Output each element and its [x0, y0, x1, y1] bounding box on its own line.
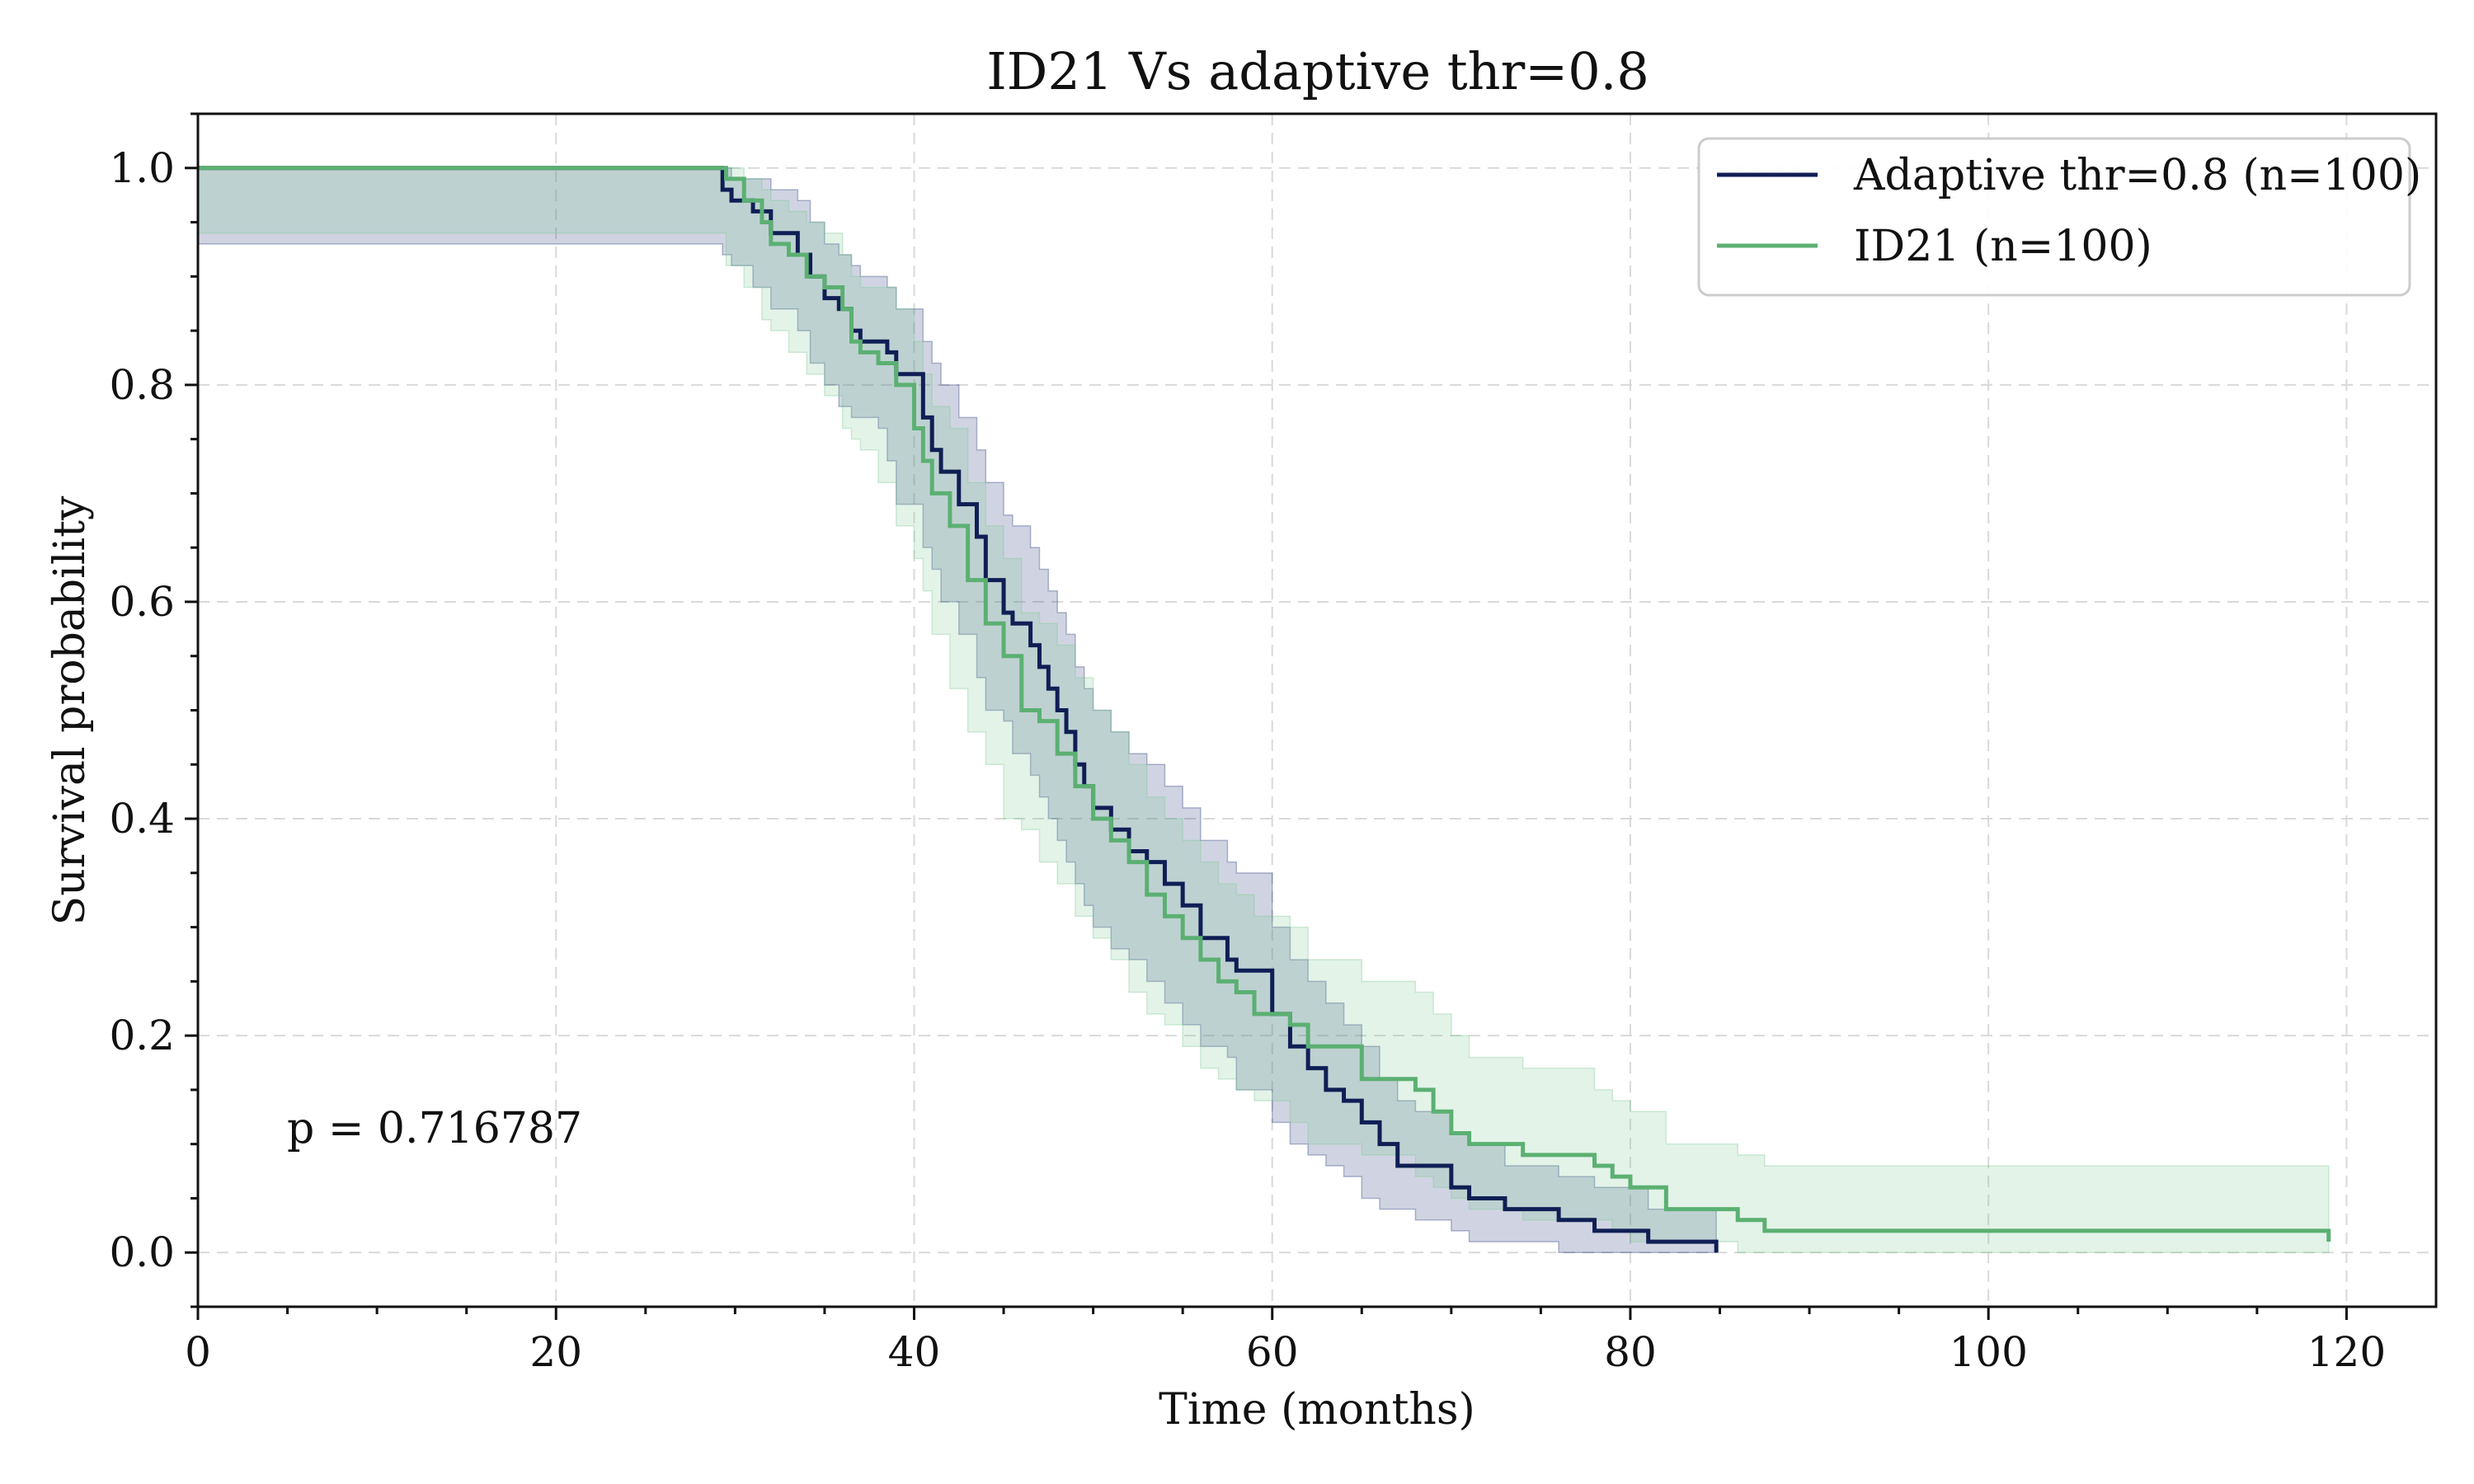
confidence-bands — [197, 167, 2330, 1253]
legend-label-id21: ID21 (n=100) — [1854, 222, 2152, 271]
y-tick-label: 0.0 — [109, 1228, 175, 1276]
x-tick-label: 80 — [1604, 1328, 1657, 1376]
legend: Adaptive thr=0.8 (n=100) ID21 (n=100) — [1697, 137, 2421, 297]
legend-box — [1697, 137, 2411, 297]
survival-curves — [198, 166, 2331, 1253]
y-tick-label: 1.0 — [109, 144, 175, 192]
x-tick-label: 100 — [1949, 1328, 2027, 1376]
grid-lines — [197, 114, 2436, 1307]
x-tick-label: 40 — [888, 1328, 941, 1376]
y-tick-label: 0.8 — [109, 361, 175, 409]
x-tick-label: 120 — [2307, 1328, 2386, 1376]
legend-label-adaptive: Adaptive thr=0.8 (n=100) — [1853, 151, 2421, 200]
chart-title: ID21 Vs adaptive thr=0.8 — [986, 41, 1649, 101]
p-value-annotation: p = 0.716787 — [287, 1104, 582, 1153]
x-axis-label: Time (months) — [1159, 1385, 1475, 1435]
survival-curve-id21 — [198, 166, 2331, 1242]
x-tick-label: 20 — [529, 1328, 582, 1376]
y-axis-ticks: 0.0 0.2 0.4 0.6 0.8 1.0 — [109, 112, 198, 1308]
ci-band-id21 — [197, 167, 2330, 1253]
y-tick-label: 0.2 — [109, 1012, 175, 1059]
x-tick-label: 0 — [185, 1328, 211, 1376]
y-tick-label: 0.4 — [109, 795, 175, 843]
x-tick-label: 60 — [1246, 1328, 1299, 1376]
x-axis-ticks: 0 20 40 60 80 100 120 — [185, 1307, 2386, 1376]
y-axis-label: Survival probability — [45, 495, 95, 925]
y-tick-label: 0.6 — [109, 578, 175, 626]
